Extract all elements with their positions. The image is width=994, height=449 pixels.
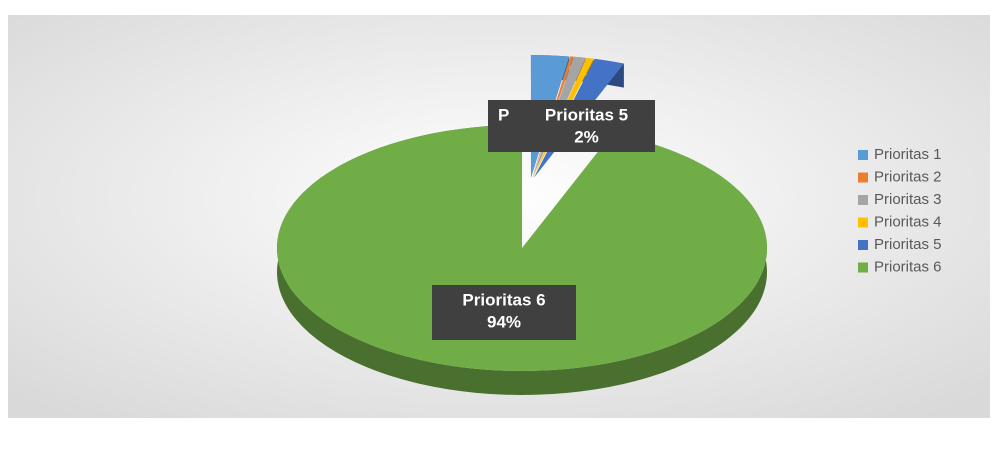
legend-swatch bbox=[858, 262, 868, 273]
legend-label: Prioritas 5 bbox=[874, 236, 942, 253]
legend-swatch bbox=[858, 240, 868, 250]
legend-label: Prioritas 4 bbox=[874, 213, 942, 230]
legend-swatch bbox=[858, 172, 868, 183]
legend-swatch bbox=[858, 195, 868, 205]
legend-label: Prioritas 2 bbox=[874, 168, 942, 185]
legend-label: Prioritas 3 bbox=[874, 191, 942, 208]
legend: Prioritas 1 Prioritas 2 Prioritas 3 Priorit… bbox=[858, 146, 942, 275]
data-label-name: Prioritas 6 bbox=[462, 290, 545, 309]
legend-swatch bbox=[858, 217, 868, 228]
data-label-name: Prioritas 5 bbox=[545, 105, 628, 124]
legend-label: Prioritas 6 bbox=[874, 258, 942, 275]
legend-swatch bbox=[858, 150, 868, 160]
data-labels: P Prioritas 5 2% Prioritas 6 94% bbox=[432, 100, 655, 340]
label-box bbox=[518, 100, 655, 152]
data-label-value: 94% bbox=[487, 312, 521, 331]
legend-label: Prioritas 1 bbox=[874, 146, 942, 163]
label-box bbox=[432, 285, 576, 340]
data-label-value: 2% bbox=[574, 127, 599, 146]
slice bbox=[276, 125, 767, 371]
data-label: P bbox=[498, 105, 509, 124]
